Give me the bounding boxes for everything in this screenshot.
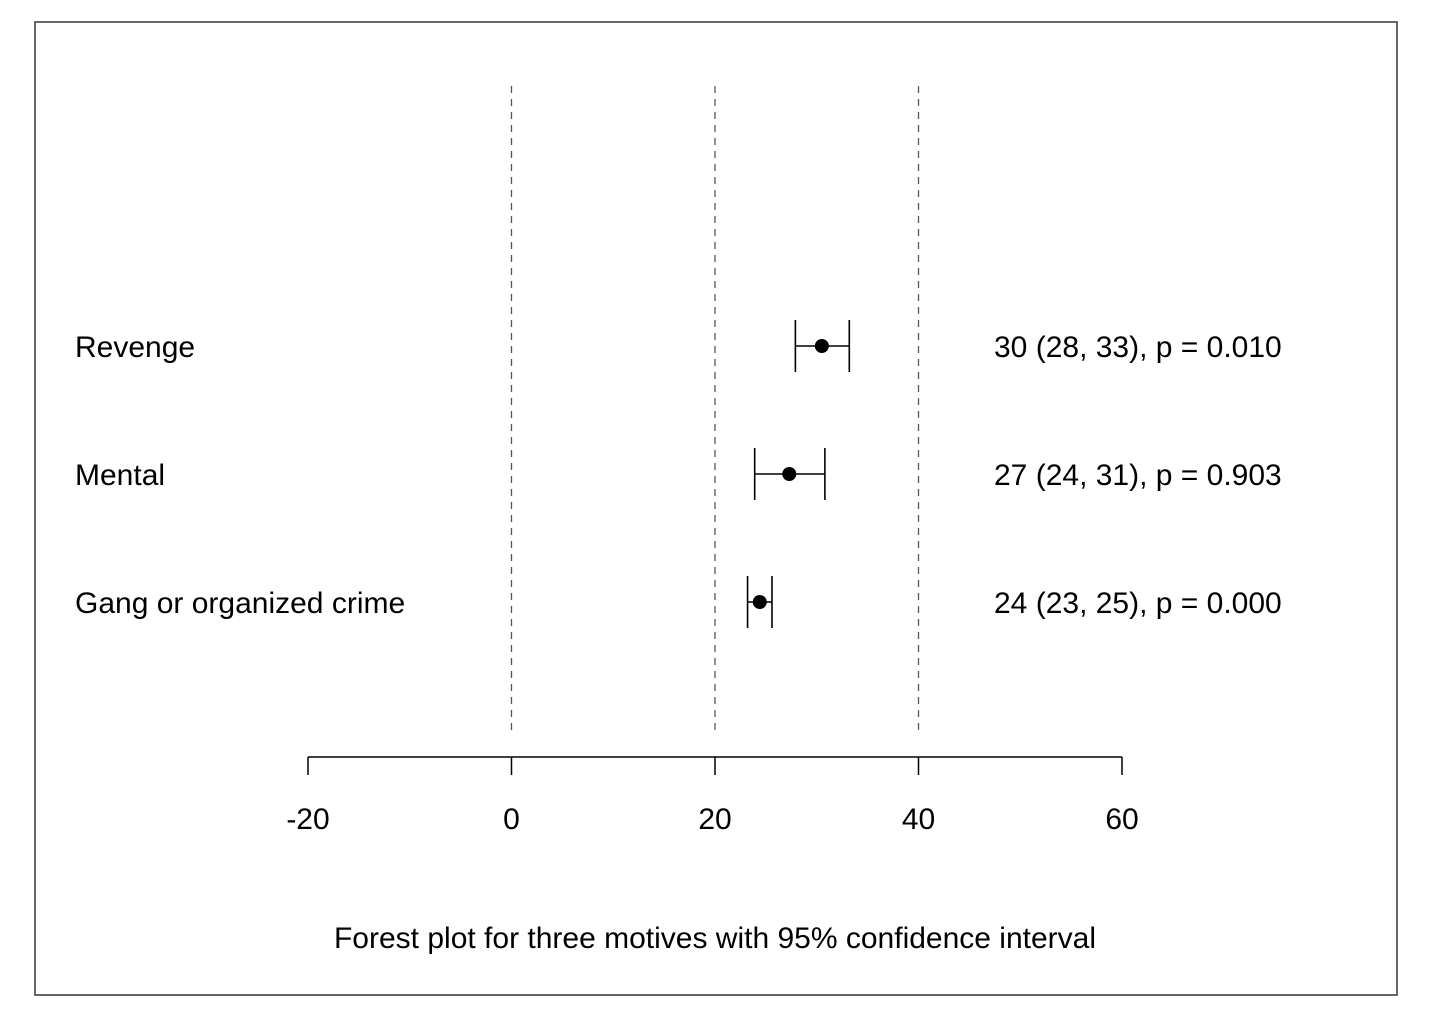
x-tick-label: 40 xyxy=(902,803,935,836)
estimate-point xyxy=(752,595,767,609)
row-annotation: 30 (28, 33), p = 0.010 xyxy=(994,331,1282,364)
x-tick-label: 0 xyxy=(503,803,520,836)
row-annotations: 30 (28, 33), p = 0.010 27 (24, 31), p = 0… xyxy=(994,331,1282,620)
estimate-point xyxy=(782,467,797,481)
x-tick-label: -20 xyxy=(286,803,329,836)
row-label: Revenge xyxy=(75,331,195,364)
plot-frame xyxy=(34,21,1398,996)
row-annotation: 24 (23, 25), p = 0.000 xyxy=(994,587,1282,620)
confidence-intervals xyxy=(746,320,851,628)
reference-lines xyxy=(510,86,920,735)
x-axis: -20 0 20 40 60 xyxy=(286,756,1139,836)
x-axis-title: Forest plot for three motives with 95% c… xyxy=(334,922,1096,955)
row-label: Mental xyxy=(75,459,165,492)
row-annotation: 27 (24, 31), p = 0.903 xyxy=(994,459,1282,492)
x-tick-label: 20 xyxy=(698,803,731,836)
row-label: Gang or organized crime xyxy=(75,587,405,620)
estimate-point xyxy=(814,339,829,353)
row-labels: Revenge Mental Gang or organized crime xyxy=(75,331,405,620)
x-tick-label: 60 xyxy=(1105,803,1138,836)
